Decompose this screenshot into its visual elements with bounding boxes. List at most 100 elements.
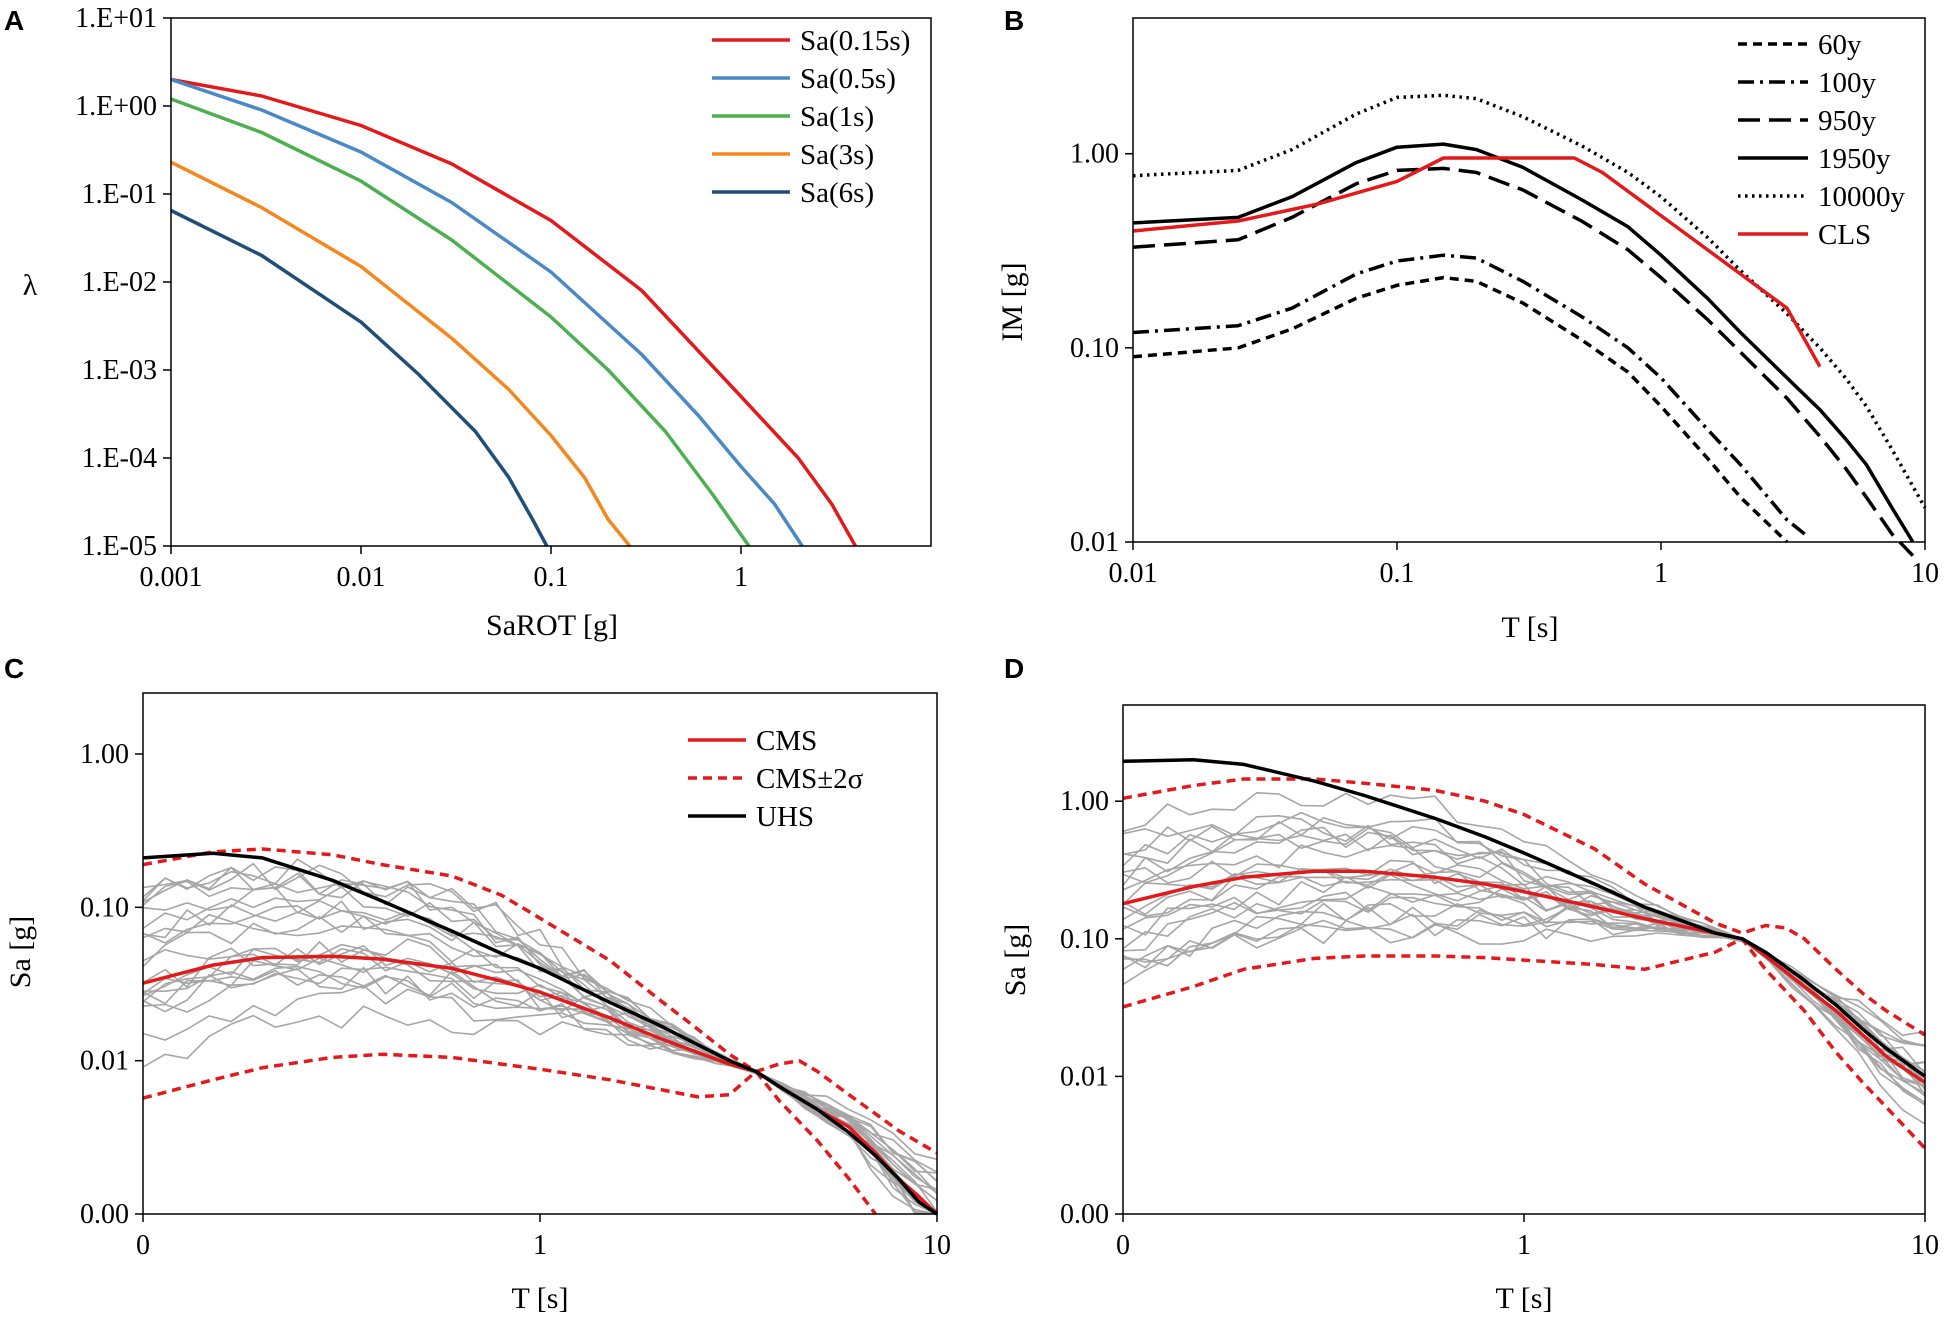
record-spectrum-c bbox=[142, 880, 938, 1182]
y-tick-label-c: 1.00 bbox=[80, 739, 129, 770]
y-tick-label-a: 1.E-02 bbox=[82, 267, 157, 298]
plot-frame-b bbox=[1132, 17, 1926, 543]
series-line-a-sa-3s- bbox=[170, 160, 632, 548]
y-axis-title-a: λ bbox=[23, 269, 38, 302]
y-tick-label-a: 1.E-01 bbox=[82, 179, 157, 210]
series-line-b-950y bbox=[1132, 166, 1915, 557]
series-line-c-cms-2- bbox=[142, 847, 938, 1155]
record-spectrum-c bbox=[142, 938, 938, 1202]
y-tick-label-c: 0.10 bbox=[80, 892, 129, 923]
x-tick-label-d: 10 bbox=[1911, 1230, 1939, 1261]
panel-letter-a: A bbox=[4, 5, 24, 36]
x-tick-label-d: 1 bbox=[1517, 1230, 1531, 1261]
x-axis-title-c: T [s] bbox=[512, 1282, 569, 1315]
series-line-b-1950y bbox=[1132, 142, 1915, 543]
series-line-b-60y bbox=[1132, 275, 1789, 544]
series-line-d-cms-2-upper bbox=[1122, 777, 1926, 1037]
legend-label-b: 100y bbox=[1818, 67, 1877, 99]
panel-letter-c: C bbox=[4, 653, 24, 684]
series-line-d-cms-2-lower bbox=[1122, 937, 1927, 1150]
y-tick-label-b: 0.10 bbox=[1070, 333, 1119, 364]
x-tick-label-b: 0.1 bbox=[1380, 558, 1415, 589]
y-tick-label-d: 0.00 bbox=[1060, 1199, 1109, 1230]
record-spectrum-d bbox=[1122, 816, 1926, 1072]
panel-letter-d: D bbox=[1004, 653, 1024, 684]
record-spectrum-c bbox=[142, 966, 938, 1215]
x-tick-label-b: 0.01 bbox=[1109, 558, 1158, 589]
panel-d: D 0 1 10 1.00 0.10 0.01 0.00 T [s] Sa [g] bbox=[999, 653, 1939, 1315]
x-tick-label-b: 10 bbox=[1911, 558, 1939, 589]
y-tick-label-c: 0.01 bbox=[80, 1046, 129, 1077]
legend-label-c: CMS±2σ bbox=[756, 763, 864, 795]
x-tick-label-c: 10 bbox=[923, 1230, 951, 1261]
legend-label-b: 950y bbox=[1818, 105, 1877, 137]
record-spectrum-c bbox=[142, 866, 938, 1195]
series-line-a-sa-0-5s- bbox=[170, 77, 804, 547]
series-line-d-uhs bbox=[1122, 758, 1927, 1078]
legend-label-a: Sa(1s) bbox=[800, 101, 874, 133]
series-line-c-uhs bbox=[142, 851, 938, 1216]
x-tick-label-d: 0 bbox=[1116, 1230, 1130, 1261]
record-spectrum-c bbox=[142, 966, 938, 1215]
legend-label-c: CMS bbox=[756, 725, 817, 757]
legend-label-a: Sa(6s) bbox=[800, 177, 874, 209]
legend-label-b: 60y bbox=[1818, 29, 1862, 61]
series-line-b-100y bbox=[1132, 253, 1806, 536]
y-axis-title-c: Sa [g] bbox=[4, 916, 37, 988]
series-line-a-sa-0-15s- bbox=[170, 77, 857, 547]
series-line-d-cms bbox=[1122, 869, 1926, 1085]
y-tick-label-b: 1.00 bbox=[1070, 139, 1119, 170]
plot-frame-a bbox=[170, 17, 932, 547]
y-tick-label-a: 1.E+01 bbox=[75, 3, 157, 34]
legend-label-b: 10000y bbox=[1818, 181, 1906, 213]
y-tick-label-b: 0.01 bbox=[1070, 527, 1119, 558]
record-spectrum-c bbox=[142, 947, 938, 1215]
series-line-c-cms-2-lower bbox=[142, 1052, 877, 1216]
panel-b: B 0.01 0.1 1 10 1.00 0.10 0.01 T [s] IM [g] 60… bbox=[996, 5, 1939, 644]
record-spectrum-c bbox=[142, 913, 938, 1183]
legend-label-a: Sa(0.15s) bbox=[800, 25, 910, 57]
record-spectrum-c bbox=[142, 1005, 938, 1215]
x-axis-title-d: T [s] bbox=[1496, 1282, 1553, 1315]
series-line-a-sa-1s- bbox=[170, 97, 751, 548]
legend-label-b: CLS bbox=[1818, 219, 1871, 251]
panel-letter-b: B bbox=[1004, 5, 1024, 36]
y-tick-label-d: 0.01 bbox=[1060, 1061, 1109, 1092]
y-tick-label-a: 1.E+00 bbox=[75, 91, 157, 122]
y-tick-label-d: 0.10 bbox=[1060, 924, 1109, 955]
x-tick-label-a: 1 bbox=[734, 562, 748, 593]
legend-label-a: Sa(0.5s) bbox=[800, 63, 896, 95]
y-tick-label-d: 1.00 bbox=[1060, 786, 1109, 817]
record-spectrum-d bbox=[1122, 919, 1926, 1125]
record-spectrum-c bbox=[142, 862, 938, 1161]
record-spectrum-d bbox=[1122, 791, 1926, 1037]
x-tick-label-c: 1 bbox=[533, 1230, 547, 1261]
x-tick-label-a: 0.001 bbox=[140, 562, 203, 593]
y-tick-label-c: 0.00 bbox=[80, 1199, 129, 1230]
legend-label-a: Sa(3s) bbox=[800, 139, 874, 171]
legend-label-b: 1950y bbox=[1818, 143, 1891, 175]
panel-a: A 0.001 0.01 0.1 1 1.E+01 1.E+00 1.E-01 1.E-02 1… bbox=[4, 3, 932, 642]
y-axis-title-b: IM [g] bbox=[996, 262, 1029, 341]
x-axis-title-a: SaROT [g] bbox=[486, 609, 618, 642]
record-spectrum-c bbox=[142, 886, 938, 1213]
record-spectrum-c bbox=[142, 969, 938, 1215]
series-line-c-cms bbox=[142, 954, 939, 1216]
x-tick-label-c: 0 bbox=[136, 1230, 150, 1261]
record-spectrum-d bbox=[1122, 913, 1926, 1106]
record-spectrum-d bbox=[1122, 814, 1926, 1084]
x-tick-label-b: 1 bbox=[1654, 558, 1668, 589]
y-tick-label-a: 1.E-04 bbox=[82, 443, 157, 474]
x-tick-label-a: 0.01 bbox=[337, 562, 386, 593]
series-line-b-cls bbox=[1132, 156, 1822, 368]
panel-c: C 0 1 10 1.00 0.10 0.01 0.00 T [s] Sa [g] CMS C… bbox=[4, 653, 951, 1315]
record-spectrum-c bbox=[142, 943, 938, 1215]
x-axis-title-b: T [s] bbox=[1502, 611, 1559, 644]
y-tick-label-a: 1.E-05 bbox=[82, 531, 157, 562]
legend-label-c: UHS bbox=[756, 801, 814, 833]
series-line-a-sa-6s- bbox=[170, 208, 549, 547]
y-tick-label-a: 1.E-03 bbox=[82, 355, 157, 386]
record-spectrum-c bbox=[142, 965, 938, 1215]
y-axis-title-d: Sa [g] bbox=[999, 924, 1032, 996]
